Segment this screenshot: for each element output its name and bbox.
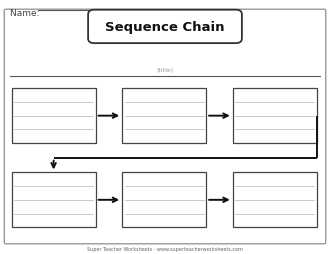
FancyBboxPatch shape (4, 10, 326, 244)
Bar (122, 173, 206, 227)
Text: (title): (title) (156, 68, 174, 73)
Bar (233, 173, 317, 227)
Bar (12, 89, 96, 144)
FancyBboxPatch shape (88, 11, 242, 44)
Text: Super Teacher Worksheets - www.superteacherworksheets.com: Super Teacher Worksheets - www.superteac… (87, 246, 243, 251)
Bar (12, 173, 96, 227)
Bar (233, 89, 317, 144)
Bar (122, 89, 206, 144)
Text: Name:: Name: (10, 9, 42, 18)
Text: Sequence Chain: Sequence Chain (105, 21, 225, 34)
